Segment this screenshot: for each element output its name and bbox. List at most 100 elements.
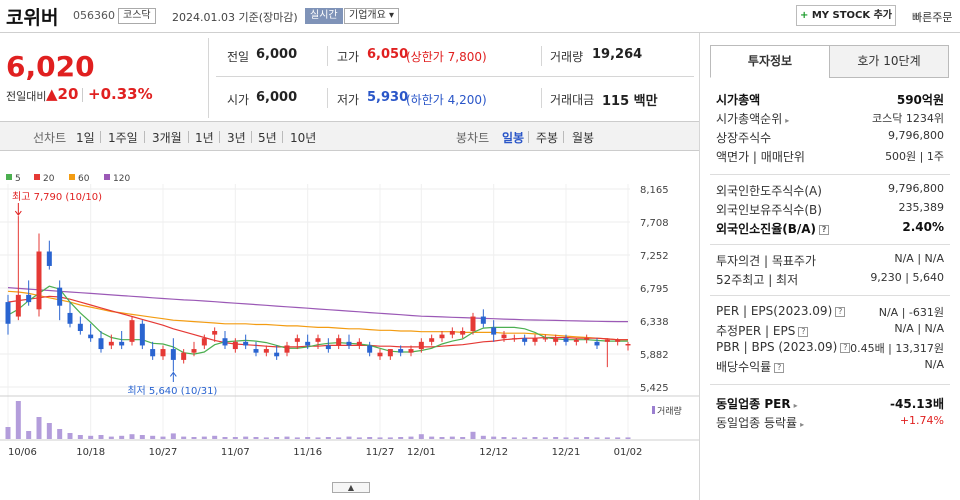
x-tick-label: 01/02: [614, 447, 643, 458]
high-arrow-head: [14, 210, 22, 216]
collapse-chart-button[interactable]: ▲: [332, 482, 370, 493]
volume-bar: [108, 436, 114, 439]
tab-orderbook[interactable]: 호가 10단계: [829, 45, 949, 78]
volume-bar: [377, 437, 383, 439]
help-icon[interactable]: ?: [774, 363, 785, 373]
add-mystock-button[interactable]: + MY STOCK 추가: [796, 5, 896, 26]
x-tick-label: 10/27: [149, 447, 178, 458]
chevron-right-icon[interactable]: ▸: [785, 116, 790, 125]
period-tab-3m[interactable]: 3개월: [152, 131, 182, 145]
volume-bar: [57, 429, 63, 439]
tab-invest-info[interactable]: 투자정보: [710, 45, 830, 78]
candle-body: [98, 338, 104, 350]
candle-body: [522, 338, 528, 342]
x-tick-label: 10/06: [8, 447, 37, 458]
change-divider: [82, 88, 83, 102]
candle-body: [284, 345, 290, 353]
x-tick-label: 11/27: [366, 447, 395, 458]
candle-body: [191, 349, 197, 353]
chevron-right-icon[interactable]: ▸: [800, 420, 805, 429]
quote-divider-2: [327, 46, 328, 66]
info-row-label: PBR | BPS (2023.09): [716, 340, 838, 354]
candle-body: [491, 327, 497, 335]
candle-body: [15, 294, 21, 317]
period-tab-3y[interactable]: 3년: [227, 131, 246, 145]
company-overview-dropdown[interactable]: 기업개요 ▾: [344, 8, 400, 24]
volume-bar: [511, 437, 517, 439]
volume-bar: [139, 435, 145, 439]
period-tab-1w[interactable]: 1주일: [108, 131, 138, 145]
info-row-label: 상장주식수: [716, 131, 772, 145]
low-annotation: 최저 5,640 (10/31): [127, 385, 217, 397]
period-tab-1d[interactable]: 1일: [76, 131, 95, 145]
volume-bar: [532, 437, 538, 439]
x-tick-label: 12/12: [479, 447, 508, 458]
candle-tab-weekly[interactable]: 주봉: [536, 131, 559, 145]
high-label: 고가: [337, 50, 360, 64]
volume-bar: [222, 437, 228, 439]
volume-bar: [398, 437, 404, 439]
candle-body: [57, 287, 63, 306]
info-row: 외국인보유주식수(B) 235,389: [716, 201, 944, 219]
chevron-up-icon: ▲: [347, 483, 355, 492]
realtime-badge[interactable]: 실시간: [305, 8, 343, 24]
volume-bar: [604, 437, 610, 439]
help-icon[interactable]: ?: [819, 225, 830, 235]
prev-close-value: 6,000: [256, 47, 298, 62]
volume-legend-swatch: [652, 406, 655, 414]
change-percent: +0.33%: [88, 85, 153, 103]
volume-bar: [46, 423, 52, 439]
chart-annotations: 최고 7,790 (10/10) 최저 5,640 (10/31): [12, 191, 217, 397]
candle-body: [222, 338, 228, 346]
info-row-value: N/A | N/A: [894, 322, 944, 335]
help-icon[interactable]: ?: [835, 307, 846, 317]
quick-order-link[interactable]: 빠른주문: [912, 11, 953, 24]
volume-bar: [77, 435, 83, 439]
candle-tab-monthly[interactable]: 월봉: [572, 131, 595, 145]
chevron-right-icon[interactable]: ▸: [793, 401, 798, 410]
volume-bar: [336, 437, 342, 439]
open-value: 6,000: [256, 90, 298, 105]
candle-body: [511, 338, 517, 340]
info-row-label: 외국인보유주식수(B): [716, 203, 822, 217]
x-tick-label: 11/07: [221, 447, 250, 458]
volume-bar: [160, 436, 166, 439]
info-row-value: 코스닥 1234위: [872, 112, 944, 125]
volume-bar: [418, 434, 424, 439]
y-tick-label: 6,338: [640, 317, 669, 328]
info-row: 외국인한도주식수(A) 9,796,800: [716, 182, 944, 200]
info-row-label: 52주최고 | 최저: [716, 273, 799, 287]
candle-chart-label: 봉차트: [456, 131, 490, 145]
volume-value: 19,264: [592, 47, 643, 62]
volume-bar: [232, 437, 238, 439]
candle-body: [429, 338, 435, 342]
panel-separator: [710, 174, 950, 175]
candle-body: [346, 341, 352, 346]
period-tab-10y[interactable]: 10년: [290, 131, 317, 145]
info-row-value: 2.40%: [902, 220, 944, 234]
high-annotation: 최고 7,790 (10/10): [12, 191, 102, 203]
period-tab-5y[interactable]: 5년: [258, 131, 277, 145]
x-tick-label: 10/18: [76, 447, 105, 458]
info-row: 동일업종 등락률 ▸ +1.74%: [716, 414, 944, 432]
candle-body: [377, 352, 383, 357]
candle-body: [315, 338, 321, 342]
volume-bar: [615, 437, 621, 439]
panel-separator: [710, 244, 950, 245]
low-value: 5,930: [367, 90, 409, 105]
lower-limit: (하한가 4,200): [406, 93, 487, 107]
candle-body: [542, 338, 548, 340]
volume-bar: [429, 436, 435, 439]
volume-bar: [408, 436, 414, 439]
volume-bar: [584, 437, 590, 439]
info-row: 동일업종 PER ▸ -45.13배: [716, 395, 944, 413]
period-tab-1y[interactable]: 1년: [195, 131, 214, 145]
help-icon[interactable]: ?: [840, 343, 851, 353]
candle-body: [356, 341, 362, 346]
volume-bar: [15, 401, 21, 439]
info-row: 52주최고 | 최저 9,230 | 5,640: [716, 271, 944, 289]
price-chart[interactable]: 5 20 60 120 거래량 8,165 7,708 7,252 6,795 6,338 5,…: [0, 165, 700, 475]
help-icon[interactable]: ?: [798, 327, 809, 337]
candle-body: [325, 345, 331, 350]
candle-tab-daily[interactable]: 일봉: [502, 131, 525, 145]
